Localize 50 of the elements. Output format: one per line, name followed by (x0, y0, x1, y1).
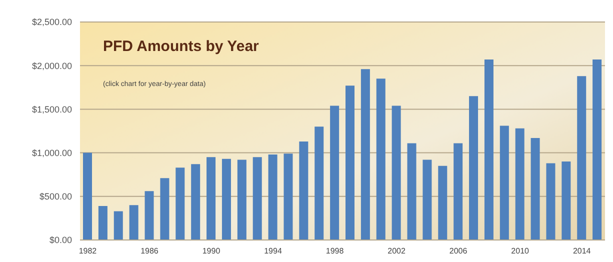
bar (360, 69, 370, 240)
y-tick-label: $2,500.00 (32, 17, 72, 28)
bar (284, 154, 293, 240)
bar (484, 59, 494, 240)
bar (515, 128, 524, 240)
bar (299, 141, 308, 240)
bar (454, 143, 463, 240)
bar (314, 126, 324, 240)
x-tick-label: 1986 (140, 246, 159, 256)
bar (407, 143, 416, 240)
bar (330, 106, 340, 240)
bar (129, 205, 138, 240)
bar (191, 164, 200, 240)
bar (206, 157, 216, 240)
bar (376, 78, 386, 240)
x-tick-label: 2014 (572, 246, 592, 256)
bar (469, 96, 478, 240)
bar (438, 166, 448, 240)
x-tick-label: 1998 (326, 246, 344, 256)
y-tick-label: $1,500.00 (32, 104, 72, 114)
x-tick-label: 2006 (449, 246, 468, 256)
bar (346, 86, 354, 240)
bar (252, 157, 262, 240)
y-tick-label: $1,000.00 (32, 148, 72, 158)
bar (577, 76, 586, 240)
bar (176, 168, 185, 240)
bar (144, 191, 154, 240)
bar (268, 154, 278, 240)
y-tick-label: $0.00 (49, 235, 72, 246)
bar (592, 59, 602, 240)
x-tick-label: 1994 (264, 246, 282, 256)
text: PFD Amounts by Year (103, 38, 259, 55)
x-tick-label: 1990 (202, 246, 221, 256)
bar (114, 211, 123, 240)
bar (237, 160, 246, 240)
bar (546, 163, 556, 240)
bar (500, 126, 509, 240)
y-tick-label: $2,000.00 (32, 60, 72, 71)
bar (222, 158, 231, 240)
bar (562, 162, 571, 240)
bar (98, 206, 108, 240)
bar (160, 178, 170, 240)
bar (422, 160, 432, 240)
bar (392, 106, 401, 240)
bar (530, 138, 540, 240)
x-tick-label: 2010 (511, 246, 530, 256)
x-tick-label: 2002 (388, 246, 406, 256)
y-tick-label: $500.00 (39, 192, 72, 202)
x-tick-label: 1982 (78, 246, 98, 256)
bar (83, 152, 92, 240)
